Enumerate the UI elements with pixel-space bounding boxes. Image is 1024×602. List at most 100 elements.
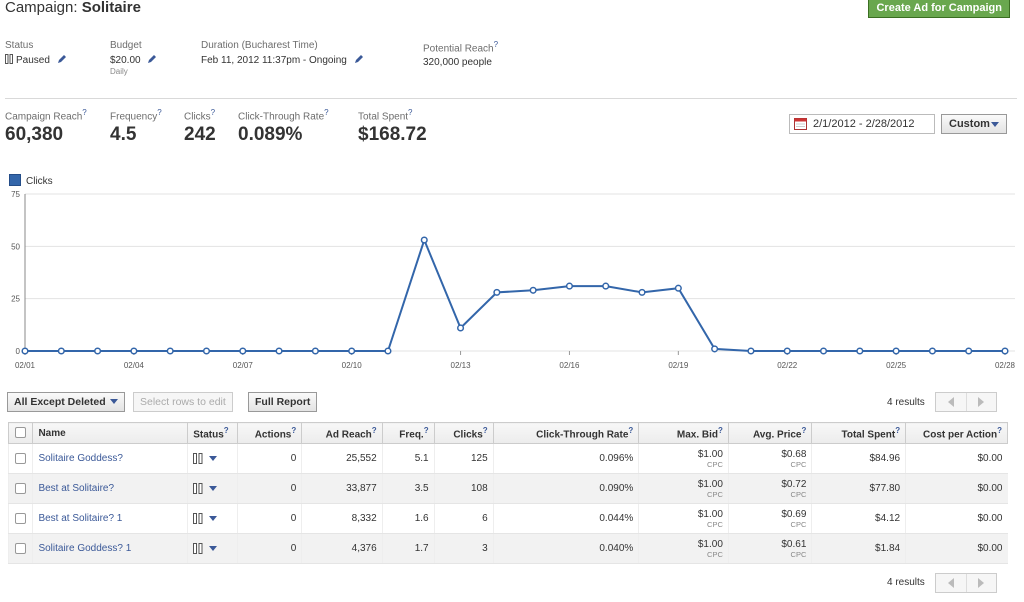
help-icon[interactable]: ? [997, 425, 1002, 435]
stat-label: Total Spent [358, 111, 409, 123]
edit-status-pencil-icon[interactable] [57, 54, 67, 64]
status-cell[interactable] [187, 473, 238, 504]
help-icon[interactable]: ? [423, 425, 429, 435]
avg-price-value: $0.61 [781, 538, 807, 550]
data-point [928, 347, 936, 355]
ctr-cell: 0.096% [492, 443, 639, 474]
help-icon[interactable]: ? [371, 425, 377, 435]
help-icon[interactable]: ? [628, 425, 634, 435]
status-label: Status [5, 40, 34, 51]
x-tick-label: 02/07 [233, 361, 254, 370]
select-all-checkbox[interactable] [15, 427, 27, 439]
stat-ctr: Click-Through Rate? 0.089% [238, 108, 329, 146]
data-point [166, 347, 174, 355]
edit-budget-pencil-icon[interactable] [147, 54, 157, 64]
status-cell[interactable] [187, 503, 238, 534]
results-count: 4 results [887, 397, 925, 408]
chevron-down-icon[interactable] [209, 545, 218, 551]
ctr-cell: 0.090% [492, 473, 639, 504]
help-icon[interactable]: ? [493, 40, 499, 49]
ad-reach-cell: 33,877 [301, 473, 383, 504]
price-type: CPC [790, 549, 807, 559]
help-icon[interactable]: ? [291, 425, 297, 435]
help-icon[interactable]: ? [324, 108, 329, 117]
clicks-cell: 125 [433, 443, 494, 474]
table-row[interactable]: Solitaire Goddess? 0 25,552 5.1 125 0.096% $1.… [7, 443, 1008, 474]
avg-price-cell: $0.69 CPC [727, 503, 812, 534]
column-header-clicks[interactable]: Clicks? [433, 422, 494, 444]
help-icon[interactable]: ? [801, 425, 807, 435]
status-cell[interactable] [187, 443, 238, 474]
select-rows-button[interactable]: Select rows to edit [133, 392, 233, 412]
total-spent-cell: $4.12 [811, 503, 906, 534]
row-checkbox[interactable] [15, 452, 27, 464]
help-icon[interactable]: ? [210, 108, 216, 117]
chevron-down-icon[interactable] [209, 515, 218, 521]
help-icon[interactable]: ? [223, 425, 229, 435]
chevron-down-icon[interactable] [209, 485, 218, 491]
column-header-name[interactable]: Name [32, 422, 189, 444]
filter-dropdown[interactable]: All Except Deleted [7, 392, 125, 412]
pager-divider [966, 574, 967, 592]
ctr-cell: 0.044% [492, 503, 639, 534]
stat-value: 242 [184, 124, 216, 146]
duration-label: Duration (Bucharest Time) [201, 40, 318, 51]
column-header-freq[interactable]: Freq.? [381, 422, 435, 444]
create-ad-button[interactable]: Create Ad for Campaign [868, 0, 1010, 18]
budget-value: $20.00 [110, 55, 141, 66]
cpa-cell: $0.00 [905, 443, 1008, 474]
max-bid-cell: $1.00 CPC [638, 533, 729, 564]
max-bid-value: $1.00 [697, 508, 723, 520]
avg-price-cell: $0.72 CPC [727, 473, 812, 504]
next-page-icon[interactable] [978, 397, 984, 407]
column-header-cpa[interactable]: Cost per Action? [905, 422, 1008, 444]
max-bid-cell: $1.00 CPC [638, 443, 729, 474]
title-prefix: Campaign: [5, 0, 78, 16]
status-cell[interactable] [187, 533, 238, 564]
table-row[interactable]: Best at Solitaire? 0 33,877 3.5 108 0.090% $1.… [7, 473, 1008, 504]
help-icon[interactable]: ? [718, 425, 723, 435]
ad-name-link[interactable]: Best at Solitaire? 1 [38, 513, 123, 524]
column-header-total-spent[interactable]: Total Spent? [811, 422, 907, 444]
ads-table: Name Status? Actions? Ad Reach? Freq.? C… [7, 422, 1008, 564]
help-icon[interactable]: ? [482, 425, 488, 435]
divider [5, 98, 1017, 99]
help-icon[interactable]: ? [157, 108, 162, 117]
table-row[interactable]: Best at Solitaire? 1 0 8,332 1.6 6 0.044% $1.0… [7, 503, 1008, 534]
chevron-down-icon[interactable] [209, 455, 218, 461]
clicks-cell: 6 [433, 503, 494, 534]
ad-name-link[interactable]: Best at Solitaire? [38, 483, 115, 494]
help-icon[interactable]: ? [895, 425, 901, 435]
potential-reach-label: Potential Reach [423, 43, 494, 55]
row-checkbox[interactable] [15, 542, 27, 554]
column-header-ctr[interactable]: Click-Through Rate? [492, 422, 640, 444]
stat-label: Frequency [110, 111, 158, 123]
prev-page-icon[interactable] [948, 578, 954, 588]
table-row[interactable]: Solitaire Goddess? 1 0 4,376 1.7 3 0.040% $1.0… [7, 533, 1008, 564]
ad-name-link[interactable]: Solitaire Goddess? [38, 453, 123, 464]
data-point [493, 288, 501, 296]
next-page-icon[interactable] [978, 578, 984, 588]
column-header-actions[interactable]: Actions? [237, 422, 303, 444]
custom-range-dropdown[interactable]: Custom [941, 114, 1007, 134]
full-report-button[interactable]: Full Report [248, 392, 318, 412]
stat-value: $168.72 [358, 124, 427, 146]
ad-name-link[interactable]: Solitaire Goddess? 1 [38, 543, 132, 554]
clicks-cell: 108 [433, 473, 494, 504]
pause-icon [5, 54, 13, 64]
help-icon[interactable]: ? [408, 108, 413, 117]
column-header-avg-price[interactable]: Avg. Price? [727, 422, 813, 444]
column-header-max-bid[interactable]: Max. Bid? [638, 422, 729, 444]
column-header-status[interactable]: Status? [187, 422, 239, 444]
data-point [275, 347, 283, 355]
clicks-cell: 3 [433, 533, 494, 564]
help-icon[interactable]: ? [82, 108, 87, 117]
prev-page-icon[interactable] [948, 397, 954, 407]
edit-duration-pencil-icon[interactable] [354, 54, 364, 64]
row-checkbox[interactable] [15, 512, 27, 524]
column-header-ad-reach[interactable]: Ad Reach? [301, 422, 383, 444]
date-range-field[interactable]: 2/1/2012 - 2/28/2012 [789, 114, 935, 134]
campaign-summary: Status Paused Budget $20.00 Daily Durati… [0, 40, 1024, 90]
data-point [638, 288, 646, 296]
row-checkbox[interactable] [15, 482, 27, 494]
